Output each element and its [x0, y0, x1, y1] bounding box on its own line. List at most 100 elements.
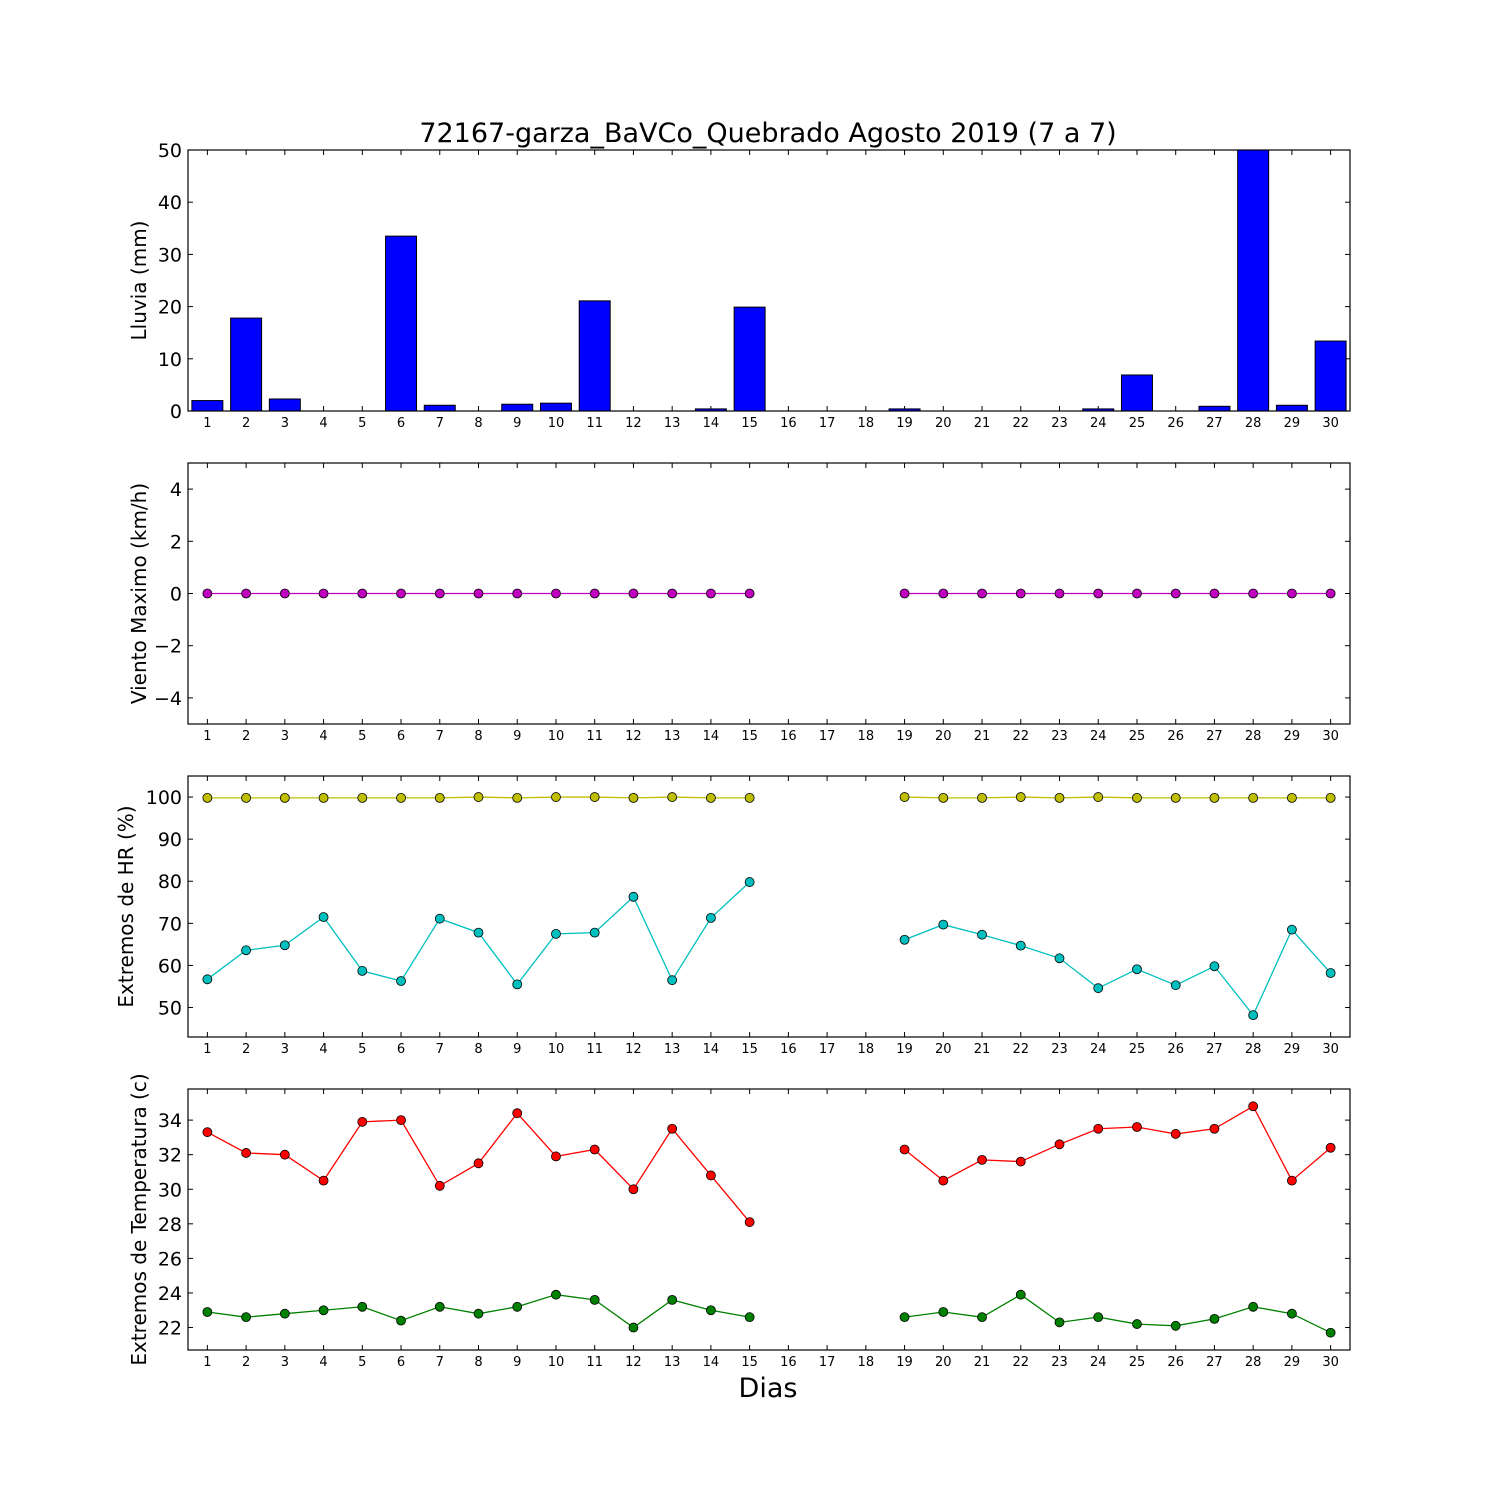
x-tick-label: 30	[1322, 1042, 1339, 1057]
x-tick-label: 6	[397, 416, 405, 431]
x-tick-label: 17	[819, 1355, 836, 1370]
series-line	[904, 923, 1332, 1017]
x-tick-label: 24	[1090, 1355, 1107, 1370]
data-point	[1325, 588, 1336, 599]
x-tick-label: 14	[703, 729, 720, 744]
data-point	[628, 891, 639, 902]
data-point	[1325, 968, 1336, 978]
data-point	[1015, 1156, 1026, 1167]
bar	[191, 400, 224, 411]
y-tick-label: 30	[158, 244, 182, 266]
x-tick-label: 29	[1284, 1042, 1301, 1057]
x-tick-label: 25	[1129, 729, 1146, 744]
x-tick-label: 18	[858, 1042, 875, 1057]
data-point	[318, 1175, 329, 1186]
data-point	[1054, 588, 1065, 599]
x-tick-label: 1	[203, 416, 211, 431]
x-tick-label: 13	[664, 729, 681, 744]
data-point	[473, 1158, 484, 1169]
data-point	[396, 976, 406, 986]
data-point	[706, 792, 716, 803]
x-tick-label: 21	[974, 1042, 991, 1057]
x-tick-label: 20	[935, 729, 952, 744]
x-tick-label: 7	[436, 729, 444, 744]
x-tick-label: 16	[780, 729, 797, 744]
y-tick-label: 70	[158, 913, 182, 935]
x-tick-label: 29	[1284, 416, 1301, 431]
data-point	[318, 588, 329, 599]
data-point	[551, 928, 561, 939]
x-tick-label: 10	[548, 1042, 565, 1057]
data-point	[744, 1217, 755, 1227]
data-point	[434, 913, 445, 924]
data-point	[1054, 953, 1065, 964]
y-tick-label: 90	[158, 829, 182, 851]
x-tick-label: 13	[664, 1355, 681, 1370]
bar	[385, 235, 418, 411]
x-tick-label: 21	[974, 1355, 991, 1370]
data-point	[241, 588, 252, 599]
data-point	[1170, 792, 1181, 803]
data-point	[1248, 1010, 1259, 1021]
data-point	[589, 927, 600, 938]
data-point	[357, 588, 368, 599]
bar	[1314, 340, 1347, 411]
data-point	[1132, 588, 1142, 599]
data-point	[551, 588, 561, 599]
x-tick-label: 22	[1012, 1355, 1029, 1370]
data-point	[628, 588, 639, 599]
bar	[1275, 404, 1308, 411]
y-axis-label: Viento Maximo (km/h)	[127, 483, 151, 704]
x-tick-label: 25	[1129, 416, 1146, 431]
x-tick-label: 17	[819, 1042, 836, 1057]
data-point	[706, 912, 716, 923]
x-tick-label: 12	[625, 1042, 642, 1057]
bar	[230, 317, 263, 411]
data-point	[1325, 792, 1336, 803]
data-point	[744, 588, 755, 599]
plot-frame	[187, 149, 1351, 412]
plot-frame	[187, 462, 1351, 725]
data-point	[512, 792, 523, 803]
data-point	[1209, 588, 1220, 599]
data-point	[667, 1294, 678, 1305]
data-point	[357, 1301, 368, 1312]
x-tick-label: 12	[625, 729, 642, 744]
x-tick-label: 26	[1167, 1042, 1184, 1057]
x-tick-label: 26	[1167, 1355, 1184, 1370]
data-point	[1209, 1123, 1220, 1134]
data-point	[899, 1312, 910, 1323]
data-point	[202, 1307, 213, 1317]
x-tick-label: 10	[548, 1355, 565, 1370]
data-point	[977, 929, 987, 940]
data-point	[899, 934, 910, 945]
data-point	[434, 588, 445, 599]
y-tick-label: 20	[158, 297, 182, 319]
x-tick-label: 23	[1051, 416, 1068, 431]
plot-frame	[187, 1088, 1351, 1351]
x-tick-label: 29	[1284, 729, 1301, 744]
x-tick-label: 2	[242, 1355, 250, 1370]
x-tick-label: 27	[1206, 416, 1223, 431]
data-point	[434, 1301, 445, 1312]
y-tick-label: 24	[158, 1283, 182, 1305]
y-tick-label: 50	[158, 998, 182, 1020]
x-tick-label: 4	[319, 1042, 327, 1057]
data-point	[1248, 588, 1259, 599]
x-tick-label: 9	[513, 416, 521, 431]
data-point	[977, 1154, 987, 1165]
data-point	[977, 792, 987, 803]
data-point	[512, 979, 523, 990]
data-point	[241, 1312, 252, 1323]
x-tick-label: 9	[513, 1042, 521, 1057]
data-point	[938, 588, 949, 599]
x-tick-label: 2	[242, 729, 250, 744]
y-axis-label: Lluvia (mm)	[127, 221, 151, 341]
data-point	[1287, 1175, 1297, 1186]
x-tick-label: 1	[203, 1355, 211, 1370]
data-point	[1325, 1142, 1336, 1153]
x-tick-label: 7	[436, 416, 444, 431]
data-point	[473, 588, 484, 599]
